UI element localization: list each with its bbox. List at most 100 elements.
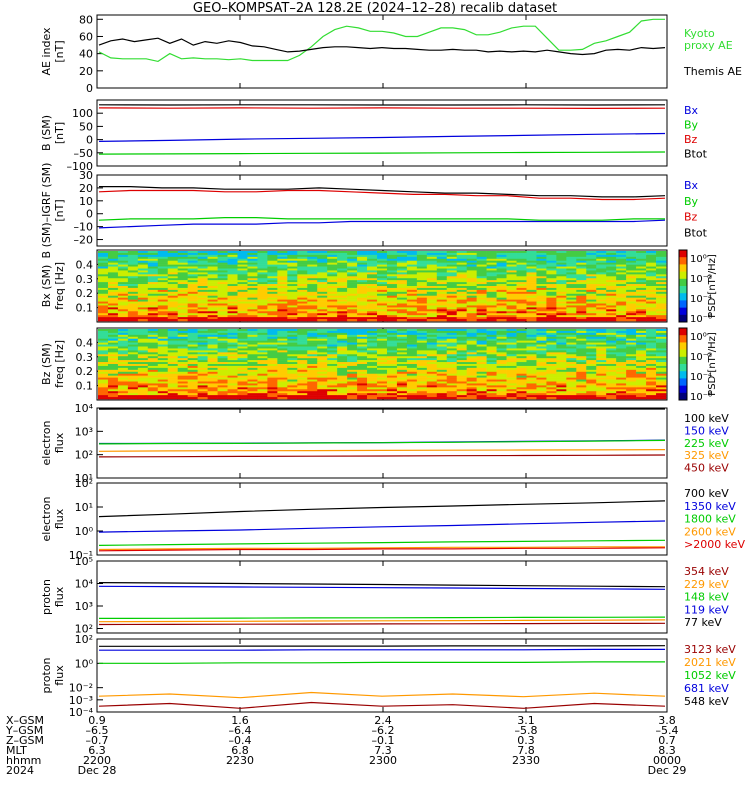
spectrogram-cell: [437, 368, 447, 370]
spectrogram-cell: [287, 376, 297, 378]
spectrogram-cell: [307, 274, 317, 276]
spectrogram-cell: [317, 269, 327, 271]
spectrogram-cell: [387, 372, 397, 374]
spectrogram-cell: [576, 276, 586, 278]
spectrogram-cell: [178, 257, 188, 259]
spectrogram-cell: [257, 311, 267, 313]
spectrogram-cell: [467, 343, 477, 345]
spectrogram-cell: [636, 339, 646, 341]
spectrogram-cell: [457, 374, 467, 376]
spectrogram-cell: [327, 372, 337, 374]
spectrogram-cell: [646, 253, 656, 255]
spectrogram-cell: [566, 269, 576, 271]
spectrogram-cell: [118, 372, 128, 374]
spectrogram-cell: [467, 339, 477, 341]
spectrogram-cell: [566, 393, 576, 395]
spectrogram-cell: [277, 315, 287, 317]
spectrogram-cell: [497, 356, 507, 358]
spectrogram-cell: [198, 329, 208, 331]
spectrogram-cell: [297, 284, 307, 286]
spectrogram-cell: [536, 319, 546, 321]
spectrogram-cell: [397, 331, 407, 333]
spectrogram-cell: [616, 380, 626, 382]
spectrogram-cell: [287, 343, 297, 345]
spectrogram-cell: [247, 255, 257, 257]
spectrogram-cell: [487, 376, 497, 378]
spectrogram-cell: [427, 366, 437, 368]
spectrogram-cell: [267, 339, 277, 341]
spectrogram-cell: [517, 302, 527, 304]
spectrogram-cell: [546, 251, 556, 253]
spectrogram-cell: [238, 376, 248, 378]
spectrogram-cell: [566, 261, 576, 263]
spectrogram-cell: [277, 255, 287, 257]
spectrogram-cell: [208, 300, 218, 302]
spectrogram-cell: [118, 265, 128, 267]
spectrogram-cell: [168, 356, 178, 358]
spectrogram-cell: [218, 391, 228, 393]
spectrogram-cell: [576, 259, 586, 261]
spectrogram-cell: [596, 290, 606, 292]
spectrogram-cell: [507, 251, 517, 253]
spectrogram-cell: [517, 263, 527, 265]
spectrogram-cell: [208, 280, 218, 282]
spectrogram-cell: [148, 313, 158, 315]
spectrogram-cell: [138, 356, 148, 358]
spectrogram-cell: [238, 267, 248, 269]
spectrogram-cell: [377, 345, 387, 347]
spectrogram-cell: [367, 372, 377, 374]
spectrogram-cell: [138, 329, 148, 331]
spectrogram-cell: [517, 269, 527, 271]
spectrogram-cell: [287, 296, 297, 298]
spectrogram-4: [98, 329, 666, 399]
spectrogram-cell: [287, 358, 297, 360]
spectrogram-cell: [188, 362, 198, 364]
spectrogram-cell: [546, 315, 556, 317]
x-axis-value: Dec 29: [648, 764, 687, 777]
spectrogram-cell: [596, 387, 606, 389]
spectrogram-cell: [447, 395, 457, 397]
spectrogram-cell: [457, 269, 467, 271]
spectrogram-cell: [497, 389, 507, 391]
spectrogram-cell: [437, 374, 447, 376]
spectrogram-cell: [397, 366, 407, 368]
spectrogram-cell: [307, 311, 317, 313]
spectrogram-cell: [218, 337, 228, 339]
spectrogram-cell: [357, 364, 367, 366]
spectrogram-cell: [238, 337, 248, 339]
spectrogram-cell: [497, 329, 507, 331]
spectrogram-cell: [606, 366, 616, 368]
colorbar-cell: [679, 371, 687, 379]
spectrogram-cell: [168, 288, 178, 290]
spectrogram-cell: [596, 382, 606, 384]
spectrogram-cell: [517, 387, 527, 389]
spectrogram-cell: [517, 255, 527, 257]
spectrogram-cell: [267, 284, 277, 286]
spectrogram-cell: [158, 389, 168, 391]
spectrogram-cell: [208, 253, 218, 255]
spectrogram-cell: [596, 296, 606, 298]
spectrogram-cell: [188, 257, 198, 259]
spectrogram-cell: [158, 305, 168, 307]
spectrogram-cell: [546, 364, 556, 366]
spectrogram-cell: [377, 261, 387, 263]
y-tick-label: 60: [79, 30, 93, 43]
spectrogram-cell: [646, 261, 656, 263]
spectrogram-cell: [138, 397, 148, 399]
spectrogram-cell: [158, 290, 168, 292]
x-axis-value: 2230: [226, 754, 254, 767]
spectrogram-cell: [397, 333, 407, 335]
spectrogram-cell: [596, 372, 606, 374]
spectrogram-cell: [317, 364, 327, 366]
spectrogram-cell: [158, 311, 168, 313]
spectrogram-cell: [556, 397, 566, 399]
spectrogram-cell: [337, 265, 347, 267]
spectrogram-cell: [427, 382, 437, 384]
spectrogram-cell: [467, 333, 477, 335]
spectrogram-cell: [536, 317, 546, 319]
legend-entry: Btot: [684, 226, 708, 239]
spectrogram-cell: [317, 352, 327, 354]
spectrogram-cell: [477, 286, 487, 288]
spectrogram-cell: [576, 272, 586, 274]
spectrogram-cell: [487, 296, 497, 298]
